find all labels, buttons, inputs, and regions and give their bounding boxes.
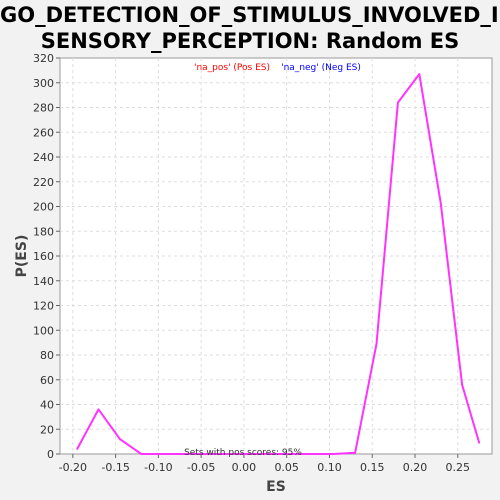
legend-neg-label: 'na_neg' (Neg ES) bbox=[281, 63, 361, 73]
chart-title: GO_DETECTION_OF_STIMULUS_INVOLVED_IN_ SE… bbox=[0, 2, 500, 80]
data-point bbox=[76, 448, 78, 450]
data-point bbox=[140, 453, 143, 455]
x-tick-label: 0.15 bbox=[360, 461, 385, 474]
x-tick-label: -0.15 bbox=[101, 461, 129, 474]
y-tick-label: 100 bbox=[33, 324, 54, 337]
series-line bbox=[76, 73, 481, 455]
chart-title-line1: GO_DETECTION_OF_STIMULUS_INVOLVED_IN_ bbox=[0, 3, 500, 27]
data-point bbox=[439, 201, 442, 204]
pos-scores-annotation: Sets with pos scores: 95% bbox=[184, 448, 302, 458]
y-tick-label: 120 bbox=[33, 300, 54, 313]
axis-ticks: 0 20 40 60 80 100 120 140 160 180 200 220 240 260 280 3… bbox=[33, 52, 470, 474]
x-tick-label: 0.00 bbox=[232, 461, 257, 474]
data-point bbox=[290, 453, 292, 455]
y-tick-label: 240 bbox=[33, 151, 54, 164]
data-point bbox=[418, 73, 421, 75]
y-tick-label: 320 bbox=[33, 52, 54, 65]
y-axis-label: P(ES) bbox=[14, 235, 30, 278]
data-point bbox=[375, 343, 378, 345]
x-tick-label: -0.20 bbox=[59, 461, 87, 474]
data-point bbox=[354, 451, 356, 454]
x-tick-label: 0.20 bbox=[403, 461, 428, 474]
x-axis-label: ES bbox=[266, 479, 286, 495]
data-point bbox=[97, 408, 100, 411]
y-tick-label: 180 bbox=[33, 225, 54, 238]
data-point bbox=[397, 101, 399, 104]
data-point bbox=[161, 453, 164, 455]
data-point bbox=[247, 453, 249, 455]
legend-pos-label: 'na_pos' (Pos ES) bbox=[194, 63, 270, 73]
data-point bbox=[226, 453, 228, 455]
x-tick-label: 0.05 bbox=[274, 461, 299, 474]
y-tick-label: 60 bbox=[40, 374, 54, 387]
y-tick-label: 80 bbox=[40, 349, 54, 362]
y-tick-label: 160 bbox=[33, 250, 54, 263]
series-layer bbox=[76, 73, 481, 455]
x-tick-label: -0.10 bbox=[144, 461, 172, 474]
data-point bbox=[311, 453, 314, 455]
y-tick-label: 200 bbox=[33, 201, 54, 214]
data-point bbox=[478, 442, 480, 444]
y-tick-label: 40 bbox=[40, 399, 54, 412]
data-point bbox=[332, 453, 335, 455]
grid-lines bbox=[60, 58, 492, 454]
data-point bbox=[461, 383, 463, 386]
y-tick-label: 140 bbox=[33, 275, 54, 288]
data-point bbox=[183, 453, 185, 455]
y-tick-label: 260 bbox=[33, 126, 54, 139]
y-tick-label: 20 bbox=[40, 423, 54, 436]
data-point bbox=[268, 453, 271, 455]
data-point bbox=[119, 438, 121, 440]
y-tick-label: 280 bbox=[33, 102, 54, 115]
y-tick-label: 300 bbox=[33, 77, 54, 90]
x-tick-label: 0.25 bbox=[446, 461, 471, 474]
x-tick-label: 0.10 bbox=[317, 461, 342, 474]
y-tick-label: 0 bbox=[47, 448, 54, 461]
x-tick-label: -0.05 bbox=[187, 461, 215, 474]
data-point bbox=[204, 453, 207, 455]
y-tick-label: 220 bbox=[33, 176, 54, 189]
